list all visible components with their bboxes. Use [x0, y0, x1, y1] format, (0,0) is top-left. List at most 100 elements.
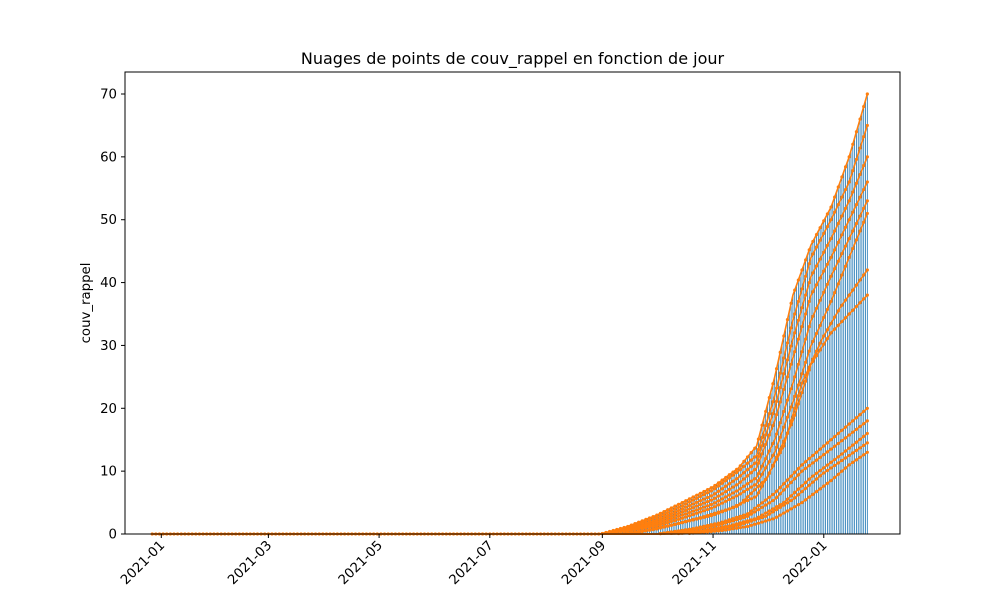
data-point	[778, 421, 782, 425]
data-point	[662, 519, 666, 524]
data-point	[858, 424, 862, 429]
data-point	[767, 433, 771, 437]
data-point	[778, 505, 782, 509]
data-point	[829, 236, 833, 241]
data-point	[771, 507, 775, 511]
data-point	[825, 212, 830, 216]
data-point	[840, 439, 844, 443]
data-point	[702, 509, 706, 513]
data-point	[825, 224, 830, 229]
data-point	[774, 367, 779, 371]
data-point	[731, 524, 735, 528]
data-point	[840, 175, 844, 179]
data-point	[811, 480, 815, 484]
data-point	[851, 190, 855, 194]
data-point	[767, 422, 771, 426]
y-tick-label: 60	[100, 150, 117, 165]
data-point	[695, 493, 699, 497]
data-point	[851, 169, 855, 173]
data-point	[847, 180, 851, 184]
data-point	[862, 135, 866, 139]
data-point	[767, 509, 771, 513]
data-point	[774, 432, 779, 436]
data-point	[811, 339, 815, 344]
data-point	[789, 507, 793, 511]
data-point	[731, 473, 735, 477]
data-point	[676, 521, 681, 526]
data-point	[676, 502, 681, 506]
data-point	[818, 474, 822, 478]
data-point	[724, 478, 728, 483]
data-point	[658, 523, 663, 527]
data-point	[666, 516, 670, 520]
data-point	[691, 509, 695, 513]
data-point	[804, 498, 808, 502]
y-axis-label: couv_rappel	[79, 263, 94, 344]
data-point	[745, 461, 750, 465]
data-point	[865, 406, 869, 410]
data-point	[818, 341, 822, 345]
data-point	[753, 510, 757, 514]
data-point	[666, 521, 670, 525]
y-tick-label: 10	[100, 465, 117, 480]
data-point	[771, 400, 775, 404]
data-point	[774, 495, 779, 500]
data-point	[833, 463, 837, 468]
data-point	[749, 509, 753, 513]
data-point	[742, 521, 746, 526]
data-point	[709, 502, 713, 507]
data-point	[756, 478, 761, 483]
data-point	[698, 530, 702, 535]
data-point	[793, 331, 797, 335]
data-point	[662, 525, 666, 529]
data-point	[840, 303, 844, 307]
data-point	[858, 229, 862, 233]
data-point	[833, 457, 837, 462]
data-point	[825, 481, 830, 485]
data-point	[825, 262, 830, 266]
data-point	[698, 510, 702, 514]
data-point	[695, 511, 699, 515]
data-point	[716, 511, 721, 515]
data-point	[676, 511, 681, 516]
data-point	[749, 519, 753, 523]
data-point	[862, 273, 866, 277]
data-point	[825, 463, 830, 467]
data-point	[847, 155, 851, 159]
data-point	[796, 473, 800, 477]
data-point	[782, 387, 786, 392]
data-point	[749, 451, 753, 455]
data-point	[800, 324, 804, 329]
data-point	[742, 471, 746, 475]
data-point	[811, 314, 815, 318]
data-point	[851, 443, 855, 447]
data-point	[807, 324, 811, 329]
data-point	[698, 491, 702, 495]
data-point	[691, 498, 695, 502]
data-point	[814, 354, 819, 358]
data-point	[840, 233, 844, 237]
data-point	[847, 463, 851, 467]
data-point	[789, 498, 793, 503]
data-point	[713, 487, 717, 491]
data-point	[735, 483, 739, 487]
data-point	[738, 467, 742, 472]
data-point	[738, 516, 742, 521]
data-point	[858, 195, 862, 199]
data-point	[713, 501, 717, 505]
data-point	[684, 502, 688, 506]
data-point	[796, 402, 800, 406]
data-point	[687, 531, 692, 536]
data-point	[807, 248, 811, 252]
data-point	[793, 312, 797, 316]
data-point	[738, 526, 742, 530]
data-point	[756, 472, 761, 476]
data-point	[706, 525, 710, 529]
data-point	[782, 488, 786, 492]
data-point	[764, 409, 768, 414]
data-point	[774, 386, 779, 390]
data-point	[669, 517, 673, 521]
data-point	[771, 498, 775, 503]
data-point	[814, 489, 819, 494]
data-point	[771, 492, 775, 497]
